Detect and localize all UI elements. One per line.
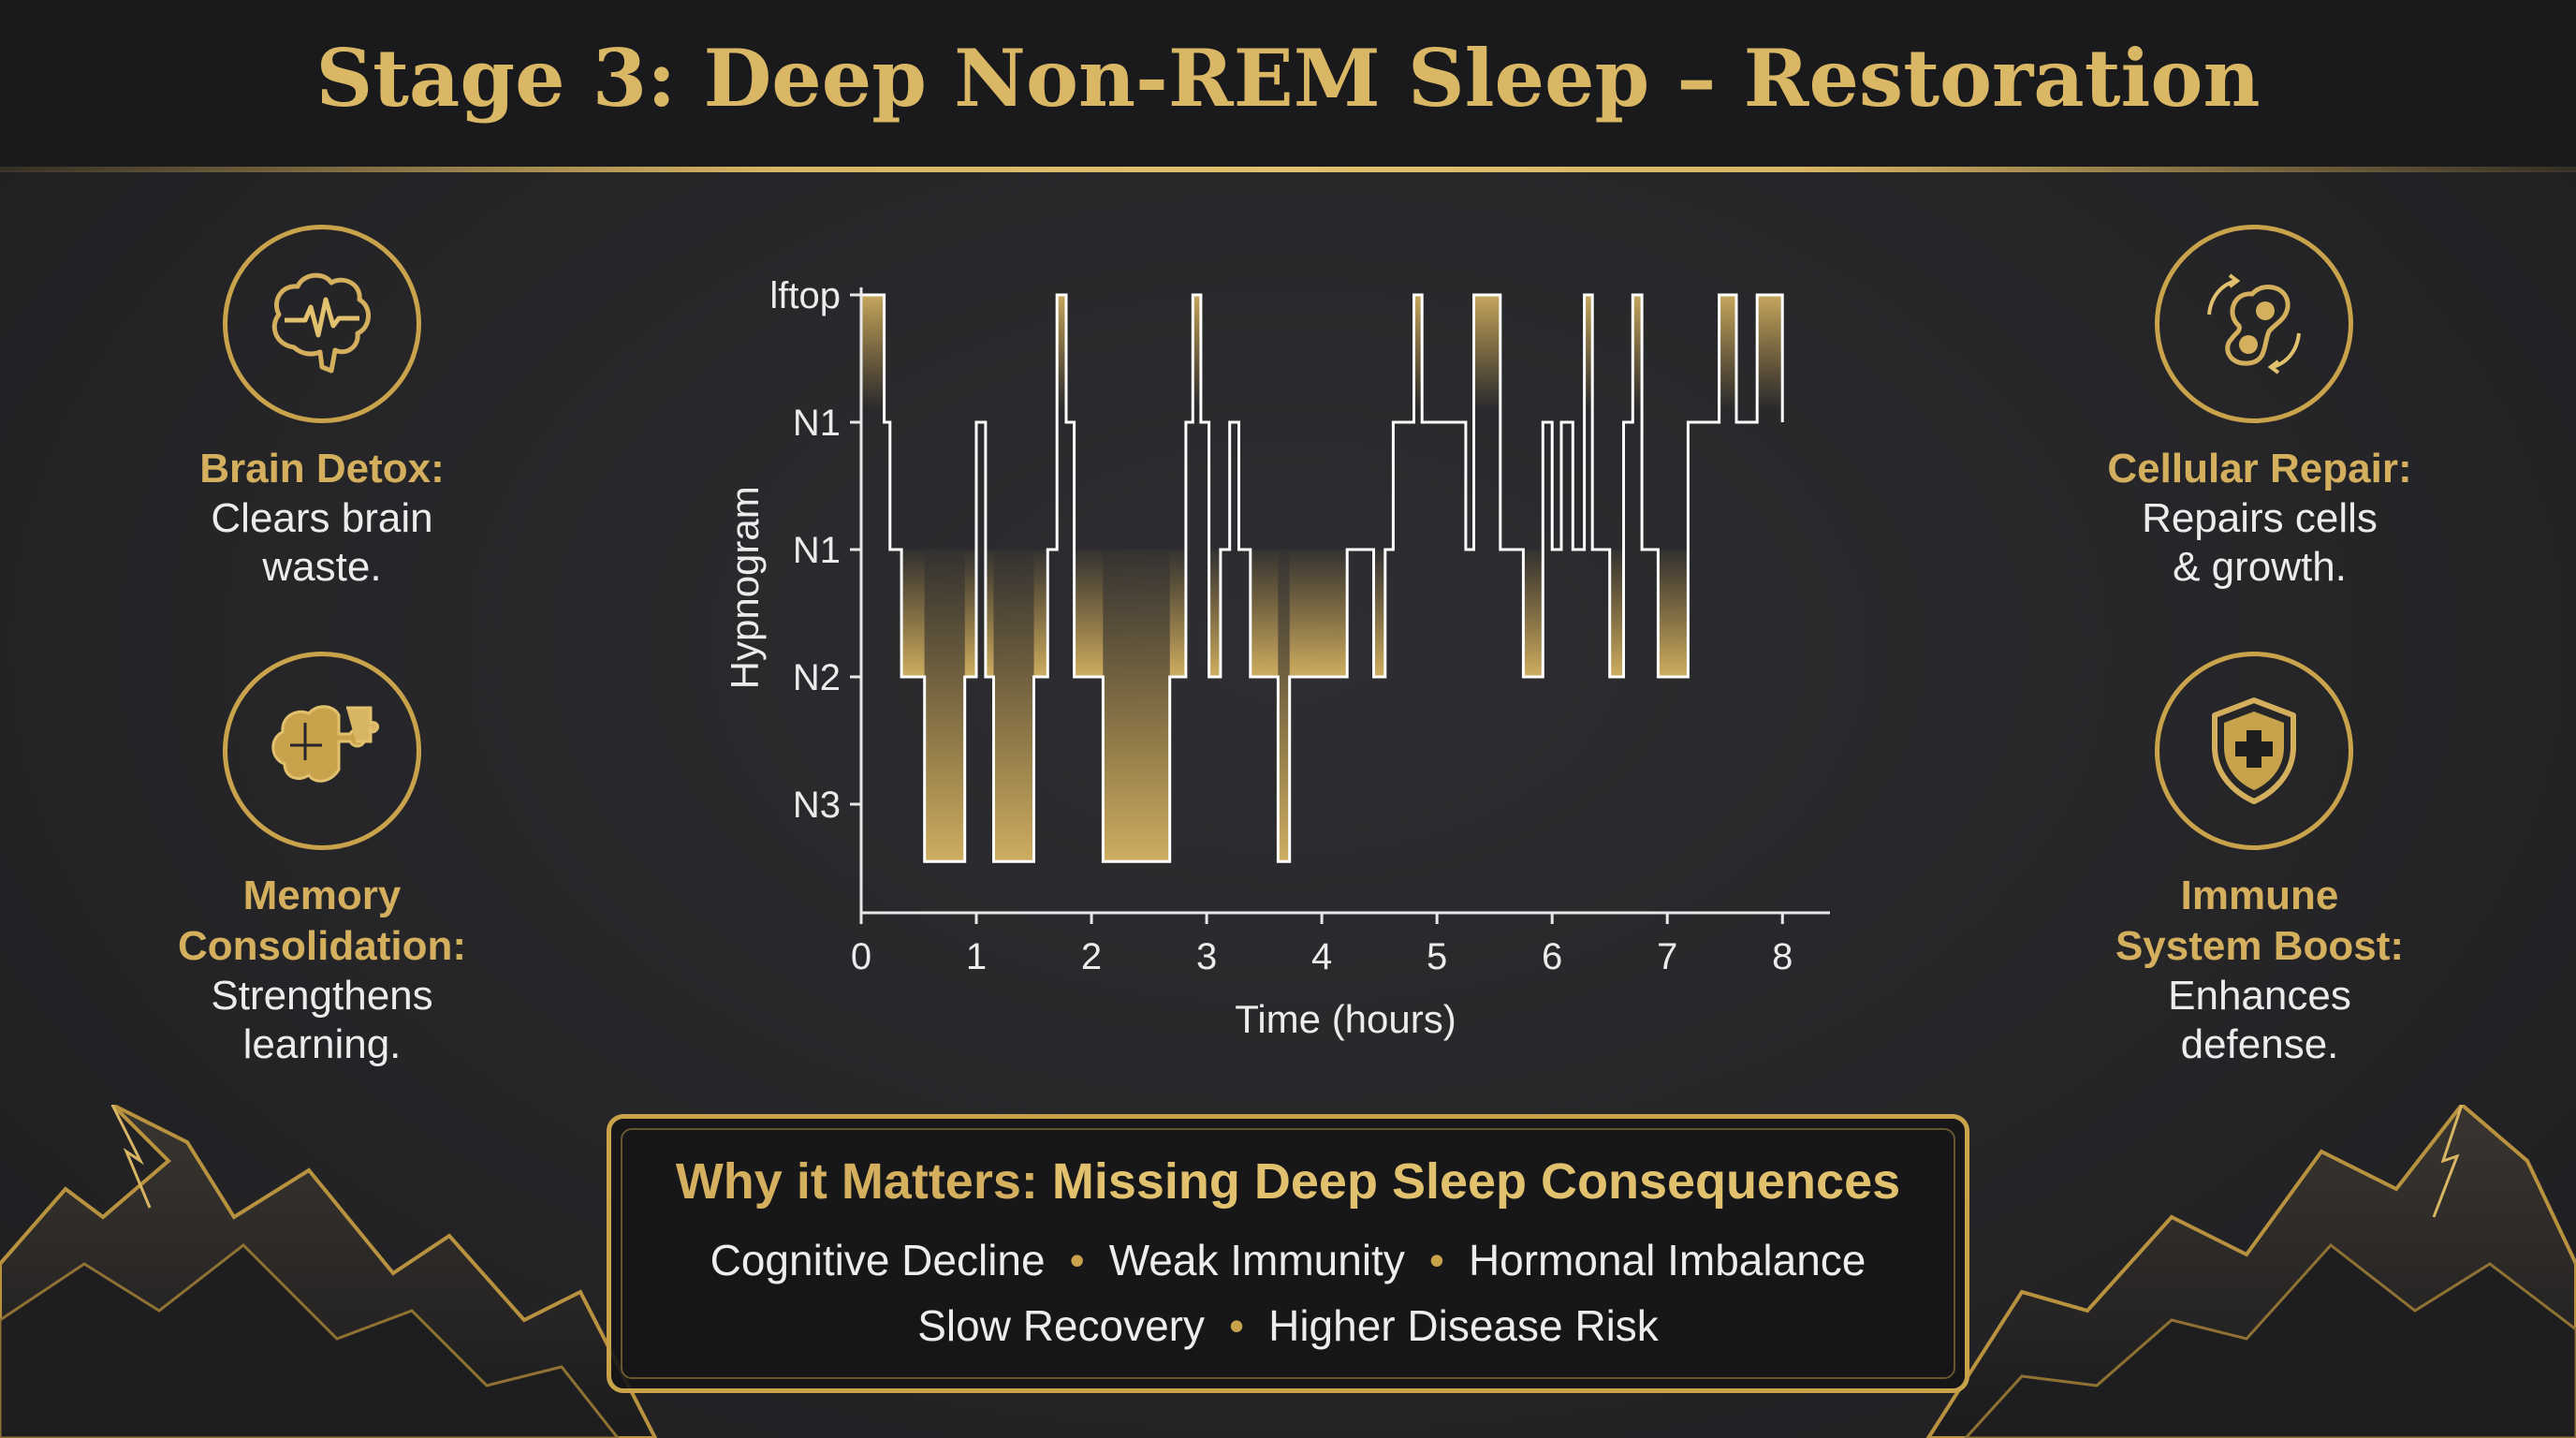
- x-tick-label: 6: [1542, 936, 1562, 977]
- stage-fill: [1719, 295, 1737, 410]
- stage-fill: [1278, 550, 1290, 862]
- feature-desc-line: waste.: [262, 544, 382, 590]
- x-axis-label: Time (hours): [1235, 997, 1456, 1041]
- feature-desc-line: defense.: [2180, 1021, 2339, 1067]
- y-axis-ticks: lftop N1 N1 N2 N3: [769, 275, 861, 826]
- consequence-row-1: Cognitive Decline • Weak Immunity • Hormonal…: [611, 1235, 1965, 1285]
- brain-pulse-icon: [271, 272, 371, 374]
- immune-icon-circle: [2155, 652, 2353, 850]
- mountain-right-back: [1963, 1242, 2576, 1438]
- feature-desc-line: Clears brain: [211, 495, 433, 541]
- stage-fill: [1103, 550, 1170, 862]
- consequence-item: Slow Recovery: [917, 1301, 1205, 1350]
- stage-fill: [861, 295, 885, 410]
- feature-title-line: Consolidation:: [178, 923, 466, 969]
- brain-puzzle-icon: [271, 705, 380, 783]
- x-tick-label: 0: [851, 936, 871, 977]
- stage-fill: [924, 550, 965, 862]
- feature-title-line: Immune: [2180, 873, 2339, 918]
- title-divider: [0, 167, 2576, 172]
- shield-plus-icon: [2212, 697, 2296, 804]
- cell-division-icon: [2207, 273, 2301, 374]
- feature-desc-line: learning.: [242, 1021, 402, 1067]
- feature-desc-line: & growth.: [2173, 544, 2347, 590]
- cellular-icon-circle: [2155, 225, 2353, 423]
- stage-fill: [964, 550, 977, 677]
- stage-fill: [1757, 295, 1783, 410]
- x-tick-label: 5: [1427, 936, 1447, 977]
- x-axis-ticks: 0 1 2 3 4 5 6 7 8: [851, 913, 1793, 977]
- mountain-left-back: [0, 1243, 620, 1438]
- stage-fill: [1169, 550, 1186, 677]
- bullet-separator: •: [1069, 1236, 1085, 1284]
- x-tick-label: 1: [966, 936, 987, 977]
- stage-fill: [1473, 295, 1500, 410]
- feature-title: Cellular Repair:: [2107, 446, 2412, 492]
- feature-cellular-repair: Cellular Repair: Repairs cells & growth.: [2063, 444, 2456, 592]
- hypnogram-chart: lftop N1 N1 N2 N3 0 1 2 3 4 5 6 7 8 Hypnogram Time (…: [723, 275, 1830, 1041]
- stage-fill: [1208, 550, 1221, 677]
- consequence-item: Weak Immunity: [1108, 1236, 1405, 1284]
- feature-title-line: Memory: [242, 873, 402, 918]
- bullet-separator: •: [1228, 1301, 1245, 1350]
- panel-title: Why it Matters: Missing Deep Sleep Conse…: [611, 1152, 1965, 1211]
- consequence-row-2: Slow Recovery • Higher Disease Risk: [611, 1300, 1965, 1351]
- consequence-item: Hormonal Imbalance: [1468, 1236, 1866, 1284]
- stage-fill: [985, 550, 994, 677]
- feature-desc-line: Strengthens: [211, 973, 433, 1019]
- x-tick-label: 2: [1081, 936, 1102, 977]
- feature-immune: Immune System Boost: Enhances defense.: [2063, 871, 2456, 1069]
- stage-fill: [1523, 550, 1544, 677]
- feature-desc-line: Repairs cells: [2142, 495, 2378, 541]
- y-tick-label: lftop: [769, 275, 841, 316]
- feature-memory: Memory Consolidation: Strengthens learni…: [125, 871, 519, 1069]
- stage-fill: [1584, 295, 1593, 410]
- y-tick-label: N1: [793, 403, 841, 444]
- brain-detox-icon-circle: [223, 225, 421, 423]
- y-tick-label: N3: [793, 785, 841, 826]
- panel-inner-border: [621, 1128, 1955, 1379]
- x-tick-label: 7: [1657, 936, 1677, 977]
- stage-fill: [1057, 295, 1066, 410]
- x-tick-label: 4: [1311, 936, 1332, 977]
- x-tick-label: 3: [1196, 936, 1217, 977]
- consequence-item: Higher Disease Risk: [1268, 1301, 1659, 1350]
- stage-fill: [1413, 295, 1423, 410]
- stage-fill: [993, 550, 1034, 862]
- page-title: Stage 3: Deep Non-REM Sleep – Restoratio…: [315, 32, 2261, 125]
- stage-fill: [1373, 550, 1385, 677]
- stage-fill: [1609, 550, 1624, 677]
- panel-title-prefix: Why it Matters:: [675, 1153, 1052, 1210]
- memory-icon-circle: [223, 652, 421, 850]
- x-tick-label: 8: [1772, 936, 1793, 977]
- bullet-separator: •: [1428, 1236, 1444, 1284]
- consequence-item: Cognitive Decline: [710, 1236, 1046, 1284]
- stage-fill: [1632, 295, 1643, 410]
- y-tick-label: N2: [793, 657, 841, 698]
- stage-fill: [1658, 550, 1689, 677]
- stage-fill: [1289, 550, 1348, 677]
- stage-fill: [1250, 550, 1279, 677]
- stage-fill: [901, 550, 925, 677]
- feature-title-line: System Boost:: [2115, 923, 2405, 969]
- feature-desc-line: Enhances: [2168, 973, 2351, 1019]
- panel-title-main: Missing Deep Sleep Consequences: [1051, 1153, 1901, 1210]
- stage-fill: [1074, 550, 1104, 677]
- y-tick-label: N1: [793, 530, 841, 571]
- y-axis-label: Hypnogram: [723, 486, 767, 689]
- stage-fill: [1033, 550, 1048, 677]
- hypnogram-line: [861, 293, 1784, 863]
- chart-fill-layer: [861, 295, 1783, 862]
- feature-brain-detox: Brain Detox: Clears brain waste.: [125, 444, 519, 592]
- title-bar: [0, 0, 2576, 170]
- why-it-matters-panel: Why it Matters: Missing Deep Sleep Conse…: [607, 1114, 1969, 1393]
- feature-title: Brain Detox:: [199, 446, 445, 492]
- stage-fill: [1193, 295, 1201, 410]
